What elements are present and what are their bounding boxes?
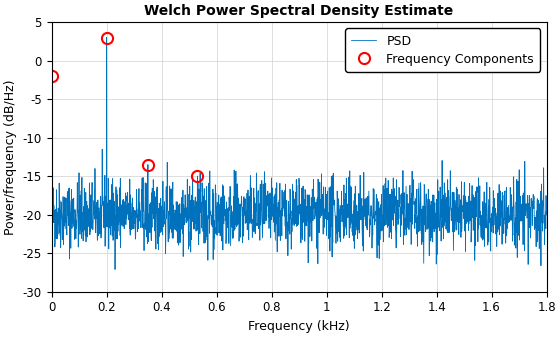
Frequency Components [144,162,151,166]
Line: Frequency Components: Frequency Components [46,32,203,182]
Frequency Components [48,74,55,78]
PSD [296,205,303,209]
Y-axis label: Power/frequency (dB/Hz): Power/frequency (dB/Hz) [4,79,17,235]
Title: Welch Power Spectral Density Estimate: Welch Power Spectral Density Estimate [144,4,454,18]
PSD [48,74,55,78]
PSD [103,35,110,39]
Frequency Components [103,35,110,39]
X-axis label: Frequency (kHz): Frequency (kHz) [248,320,350,333]
PSD [306,235,312,239]
PSD [111,268,118,272]
PSD [192,195,199,199]
PSD [305,261,311,265]
Line: PSD: PSD [52,37,547,270]
PSD [238,194,245,198]
Frequency Components [194,174,200,178]
PSD [543,213,550,217]
Legend: PSD, Frequency Components: PSD, Frequency Components [345,28,540,72]
PSD [413,187,420,191]
